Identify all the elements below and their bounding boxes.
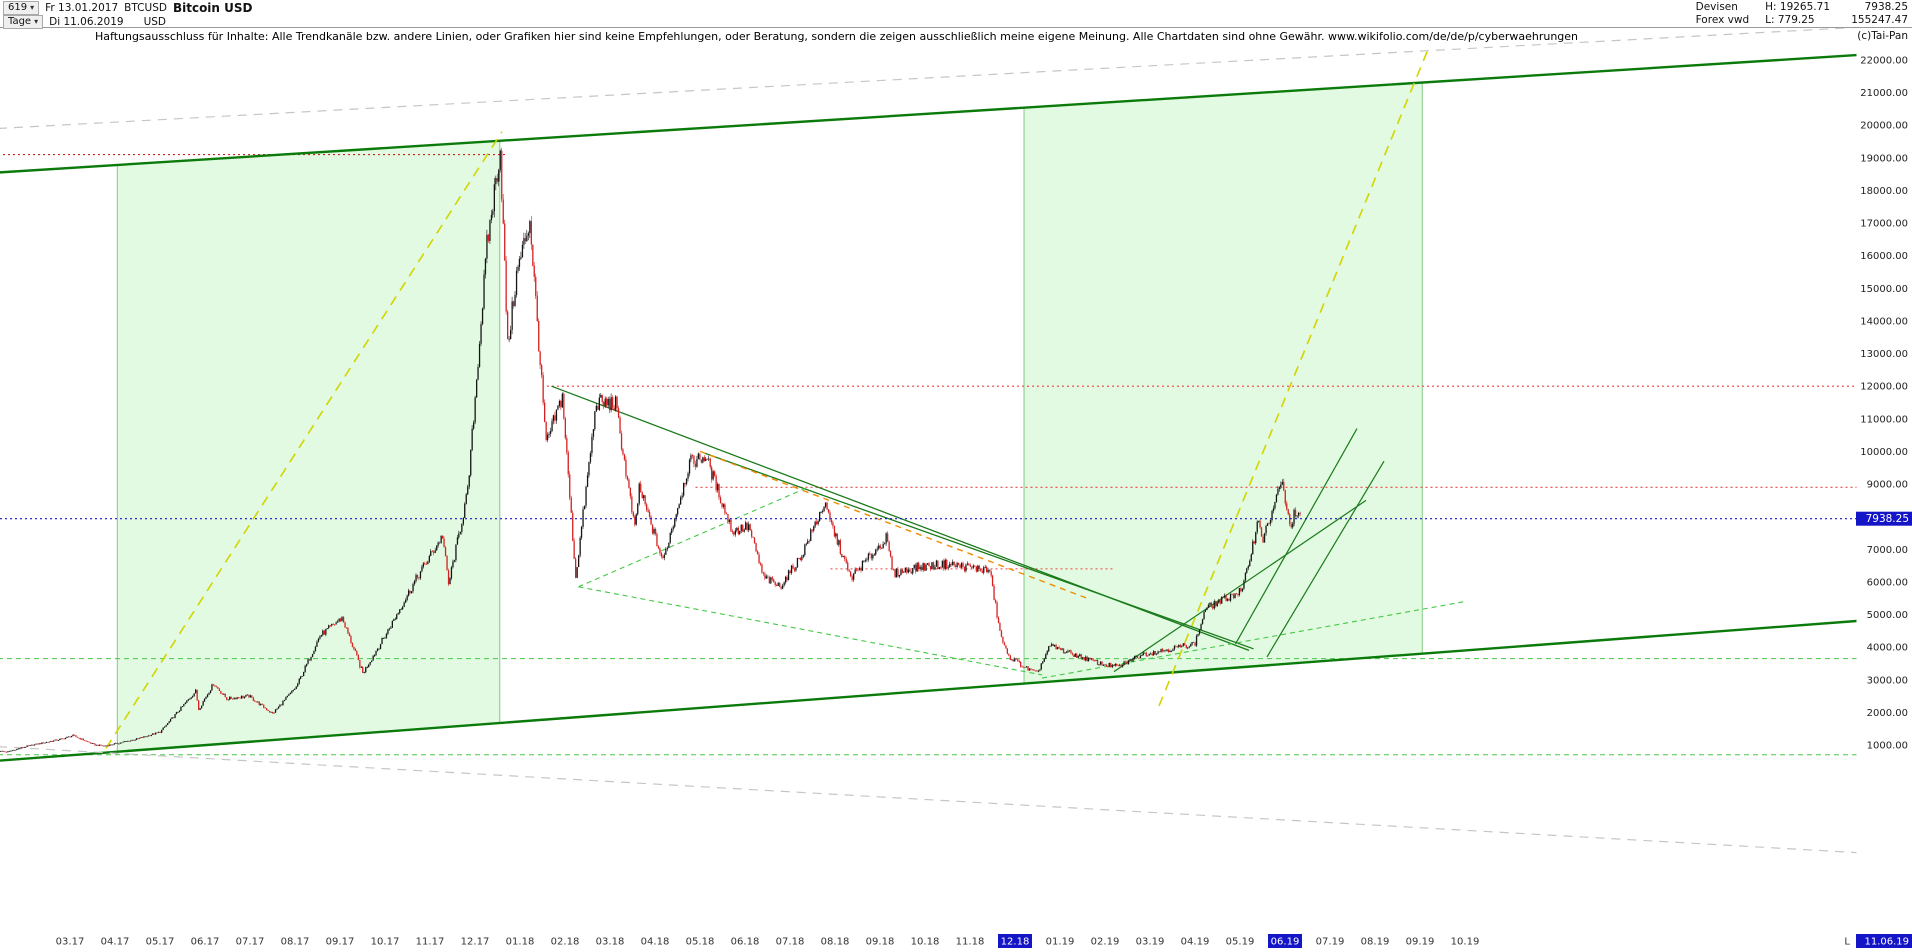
- y-axis-label: 13000.00: [1860, 349, 1908, 360]
- x-axis-label: 06.18: [731, 937, 760, 948]
- y-axis-label: 6000.00: [1867, 577, 1908, 588]
- period-low: L: 779.25: [1765, 14, 1815, 26]
- rally-channel-line-1[interactable]: [1234, 428, 1358, 645]
- trend-zone-2019[interactable]: [1023, 82, 1423, 685]
- header-left: 619 ▾ Fr 13.01.2017 BTCUSD Bitcoin USD T…: [3, 0, 253, 29]
- bars-count-value: 619: [8, 2, 28, 13]
- yellow-trend-line-2017[interactable]: [105, 131, 503, 749]
- x-axis-label: 07.18: [776, 937, 805, 948]
- x-axis-label: 10.19: [1451, 937, 1480, 948]
- x-axis-label: 06.17: [191, 937, 220, 948]
- x-axis-label: 05.19: [1226, 937, 1255, 948]
- x-axis-label: 06.19: [1271, 937, 1300, 948]
- last-date-label: L: [1844, 937, 1850, 948]
- y-axis-label: 5000.00: [1867, 610, 1908, 621]
- y-axis-label: 10000.00: [1860, 447, 1908, 458]
- y-axis-label: 7000.00: [1867, 545, 1908, 556]
- period-value: Tage: [8, 16, 32, 27]
- x-axis-label: 02.19: [1091, 937, 1120, 948]
- start-date-field[interactable]: Fr 13.01.2017: [45, 1, 119, 14]
- candlesticks: [0, 147, 1301, 753]
- x-axis-label: 12.17: [461, 937, 490, 948]
- gray-upper-dashed-line[interactable]: [0, 26, 1857, 129]
- period-high: H: 19265.71: [1765, 1, 1830, 13]
- x-axis-label: 03.18: [596, 937, 625, 948]
- last-price-tag: [1856, 511, 1912, 526]
- x-axis-label: 04.17: [101, 937, 130, 948]
- x-axis-label: 11.18: [956, 937, 985, 948]
- x-axis-label: 03.19: [1136, 937, 1165, 948]
- x-axis-label: 09.19: [1406, 937, 1435, 948]
- x-axis-label: 10.18: [911, 937, 940, 948]
- x-axis-label: 04.18: [641, 937, 670, 948]
- x-axis-label: 07.19: [1316, 937, 1345, 948]
- y-axis-label: 3000.00: [1867, 675, 1908, 686]
- last-date-tag: [1856, 934, 1912, 948]
- x-axis-label: 08.18: [821, 937, 850, 948]
- y-axis-label: 2000.00: [1867, 708, 1908, 719]
- x-axis-label: 02.18: [551, 937, 580, 948]
- y-axis-label: 19000.00: [1860, 153, 1908, 164]
- x-axis-label: 01.18: [506, 937, 535, 948]
- upper-channel-line[interactable]: [0, 53, 1857, 174]
- header-right: Devisen H: 19265.71 7938.25 Forex vwd L:…: [1696, 1, 1908, 26]
- x-axis-label: 01.19: [1046, 937, 1075, 948]
- bars-count-dropdown[interactable]: 619 ▾: [3, 0, 40, 15]
- y-axis-label: 15000.00: [1860, 284, 1908, 295]
- y-axis-label: 20000.00: [1860, 121, 1908, 132]
- last-date-tag-text: 11.06.19: [1864, 937, 1909, 948]
- x-axis-label: 07.17: [236, 937, 265, 948]
- y-axis-label: 11000.00: [1860, 414, 1908, 425]
- disclaimer-text: Haftungsausschluss für Inhalte: Alle Tre…: [95, 30, 1579, 43]
- x-axis-label: 11.17: [416, 937, 445, 948]
- x-axis-label: 04.19: [1181, 937, 1210, 948]
- light-green-descending-support-line[interactable]: [578, 586, 1043, 676]
- period-dropdown[interactable]: Tage ▾: [3, 14, 44, 29]
- x-axis-label: 10.17: [371, 937, 400, 948]
- y-axis-label: 4000.00: [1867, 643, 1908, 654]
- y-axis-label: 1000.00: [1867, 741, 1908, 752]
- last-price-value: 7938.25: [1864, 1, 1908, 13]
- chevron-down-icon: ▾: [34, 17, 39, 26]
- x-axis-label: 09.17: [326, 937, 355, 948]
- x-axis-highlight: [1268, 934, 1302, 948]
- x-axis-highlight: [998, 934, 1032, 948]
- x-axis-label: 08.19: [1361, 937, 1390, 948]
- volume-value: 155247.47: [1851, 14, 1908, 26]
- header-divider: [0, 27, 1912, 28]
- last-price-tag-text: 7938.25: [1866, 513, 1909, 525]
- category-label: Devisen: [1695, 1, 1738, 13]
- copyright-label: (c)Tai-Pan: [1857, 30, 1908, 42]
- end-date-field[interactable]: Di 11.06.2019: [49, 15, 124, 28]
- rally-channel-line-2[interactable]: [1266, 460, 1385, 658]
- chevron-down-icon: ▾: [30, 3, 35, 12]
- y-axis-label: 12000.00: [1860, 382, 1908, 393]
- x-axis-label: 12.18: [1001, 937, 1030, 948]
- x-axis-label: 08.17: [281, 937, 310, 948]
- lower-channel-line[interactable]: [0, 619, 1857, 762]
- y-axis-label: 21000.00: [1860, 88, 1908, 99]
- x-axis-label: 05.18: [686, 937, 715, 948]
- x-axis-label: 09.18: [866, 937, 895, 948]
- y-axis-label: 18000.00: [1860, 186, 1908, 197]
- descending-trend-line-2[interactable]: [704, 452, 1254, 650]
- y-axis-label: 9000.00: [1867, 480, 1908, 491]
- orange-descending-line[interactable]: [699, 450, 1088, 599]
- x-axis-label: 03.17: [56, 937, 85, 948]
- y-axis-label: 16000.00: [1860, 251, 1908, 262]
- symbol-field[interactable]: BTCUSD: [124, 1, 167, 14]
- gray-lower-dashed-line[interactable]: [0, 746, 1857, 854]
- currency-label: USD: [143, 15, 167, 28]
- y-axis-label: 22000.00: [1860, 56, 1908, 67]
- instrument-title: Bitcoin USD: [172, 0, 253, 15]
- light-green-rising-wedge-line[interactable]: [578, 486, 809, 588]
- data-source-label: Forex vwd: [1695, 14, 1750, 26]
- x-axis-label: 05.17: [146, 937, 175, 948]
- y-axis-label: 14000.00: [1860, 317, 1908, 328]
- rally-support-line[interactable]: [1113, 499, 1367, 673]
- y-axis-label: 17000.00: [1860, 219, 1908, 230]
